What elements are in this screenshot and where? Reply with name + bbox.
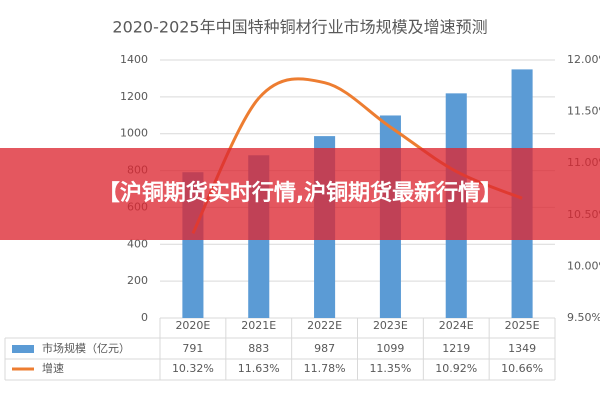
- y-tick-label: 0: [141, 311, 148, 324]
- legend-label: 市场规模（亿元）: [42, 341, 130, 355]
- y-tick-label: 200: [127, 274, 148, 287]
- table-value: 1219: [442, 342, 470, 355]
- table-value: 10.32%: [172, 362, 214, 375]
- x-tick-label: 2021E: [241, 319, 276, 332]
- x-tick-label: 2020E: [175, 319, 210, 332]
- table-value: 791: [182, 342, 203, 355]
- y2-tick-label: 12.00%: [567, 53, 600, 66]
- table-value: 10.66%: [501, 362, 543, 375]
- table-value: 10.92%: [435, 362, 477, 375]
- y-tick-label: 400: [127, 237, 148, 250]
- table-value: 987: [314, 342, 335, 355]
- y-tick-label: 1000: [120, 127, 148, 140]
- table-value: 11.63%: [238, 362, 280, 375]
- y-tick-label: 1400: [120, 53, 148, 66]
- y-tick-label: 1200: [120, 90, 148, 103]
- banner: 【沪铜期货实时行情,沪铜期货最新行情】: [0, 148, 600, 240]
- x-tick-label: 2025E: [505, 319, 540, 332]
- y2-tick-label: 10.00%: [567, 259, 600, 272]
- table-value: 883: [248, 342, 269, 355]
- y2-tick-label: 9.50%: [567, 311, 600, 324]
- legend-label: 增速: [42, 361, 64, 375]
- table-value: 11.78%: [304, 362, 346, 375]
- table-value: 1099: [376, 342, 404, 355]
- table-value: 11.35%: [369, 362, 411, 375]
- x-tick-label: 2022E: [307, 319, 342, 332]
- y2-tick-label: 11.50%: [567, 105, 600, 118]
- legend-marker: [12, 345, 34, 353]
- x-tick-label: 2023E: [373, 319, 408, 332]
- banner-text: 【沪铜期货实时行情,沪铜期货最新行情】: [97, 181, 503, 206]
- chart-title: 2020-2025年中国特种铜材行业市场规模及增速预测: [112, 18, 487, 37]
- x-tick-label: 2024E: [439, 319, 474, 332]
- table-value: 1349: [508, 342, 536, 355]
